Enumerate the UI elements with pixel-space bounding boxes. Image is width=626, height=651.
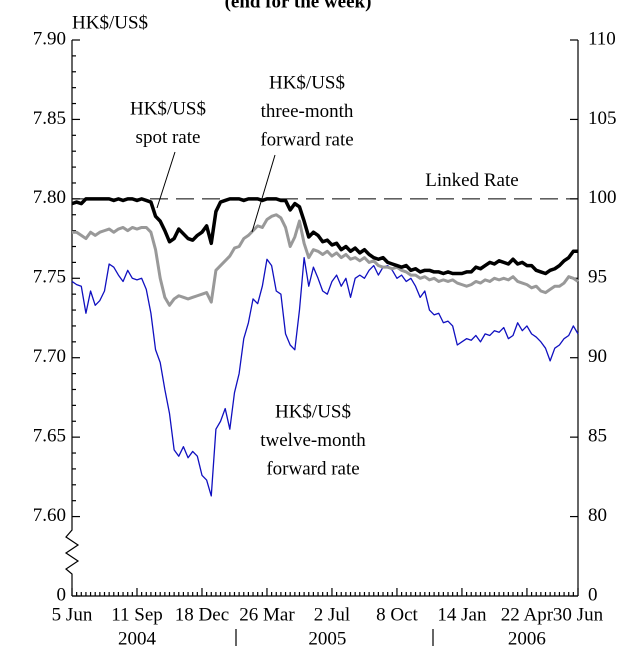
y2-tick-label: 90: [588, 346, 607, 367]
annotation-leader: [156, 151, 176, 209]
y2-tick-label: 0: [588, 584, 598, 605]
annotation-text: twelve-month: [260, 430, 366, 451]
year-label: 2006: [508, 628, 546, 649]
x-tick-label: 26 Mar: [239, 604, 295, 625]
x-tick-label: 14 Jan: [437, 604, 487, 625]
y-axis-label: HK$/US$: [72, 12, 148, 33]
x-tick-label: 22 Apr: [501, 604, 554, 625]
y-tick-label: 7.60: [33, 505, 66, 526]
year-label: 2004: [118, 628, 157, 649]
series-line: [71, 197, 578, 276]
y2-tick-label: 95: [588, 267, 607, 288]
annotation-text: three-month: [261, 101, 354, 122]
series-line: [72, 213, 579, 307]
x-tick-label: 8 Oct: [376, 604, 418, 625]
y2-tick-label: 105: [588, 108, 617, 129]
annotation-leader: [251, 154, 276, 233]
annotation-text: forward rate: [260, 129, 353, 150]
y-tick-label: 7.75: [33, 267, 66, 288]
year-label: 2005: [308, 628, 346, 649]
y-tick-label: 7.65: [33, 426, 66, 447]
x-tick-label: 18 Dec: [175, 604, 229, 625]
y2-tick-label: 85: [588, 426, 607, 447]
annotation-text: spot rate: [136, 127, 201, 148]
axis-break: [64, 526, 80, 596]
x-tick-label: 30 Jun: [553, 604, 604, 625]
y-tick-label: 0: [57, 584, 67, 605]
x-tick-label: 2 Jul: [314, 604, 350, 625]
y-tick-label: 7.85: [33, 108, 66, 129]
y2-tick-label: 100: [588, 187, 617, 208]
y2-tick-label: 80: [588, 505, 607, 526]
y-tick-label: 7.70: [33, 346, 66, 367]
annotation-text: HK$/US$: [275, 401, 351, 422]
series-line: [71, 256, 579, 497]
annotation-text: HK$/US$: [130, 98, 206, 119]
annotation-text: HK$/US$: [269, 72, 345, 93]
y2-tick-label: 110: [588, 28, 616, 49]
annotation-text: forward rate: [266, 458, 359, 479]
y-tick-label: 7.80: [33, 187, 66, 208]
chart-title: (end for the week): [225, 0, 372, 12]
reference-label: Linked Rate: [425, 170, 518, 191]
y-tick-label: 7.90: [33, 28, 66, 49]
x-tick-label: 5 Jun: [52, 604, 93, 625]
x-tick-label: 11 Sep: [111, 604, 163, 625]
